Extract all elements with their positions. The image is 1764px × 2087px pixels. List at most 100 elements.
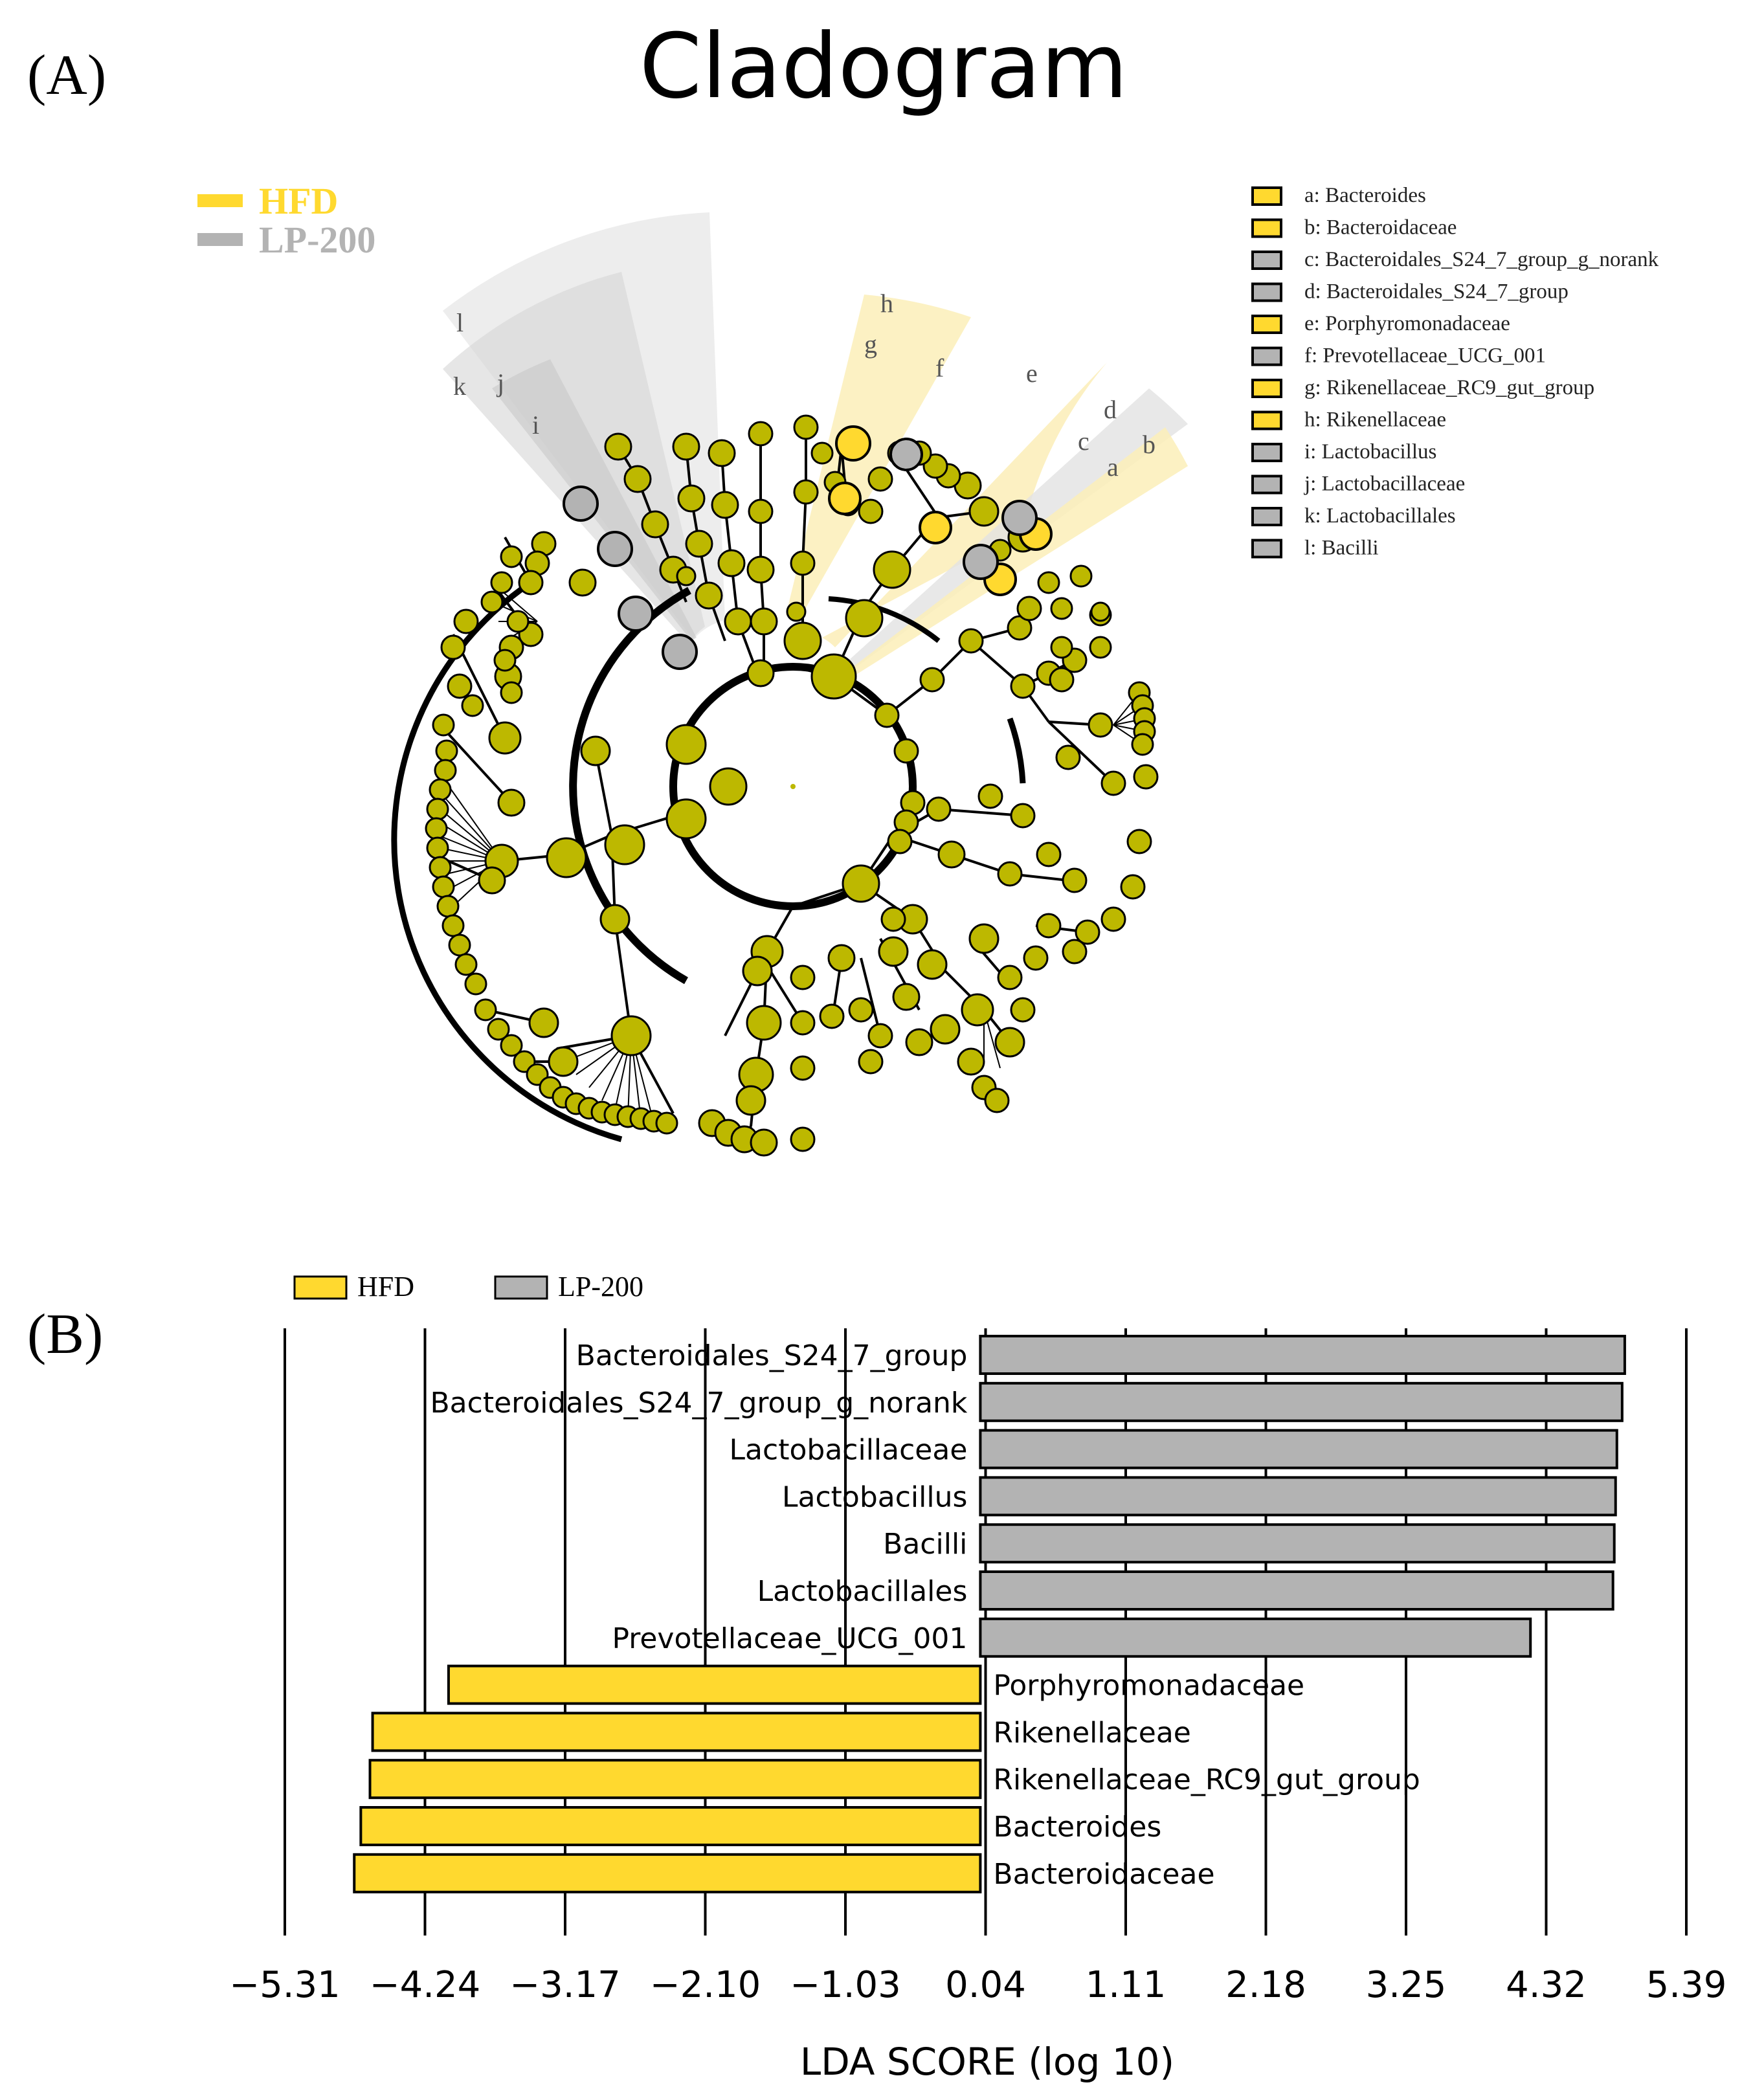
lda-bar	[979, 1570, 1614, 1611]
lda-bar	[979, 1617, 1532, 1658]
lda-bar-label: Lactobacillaceae	[730, 1434, 968, 1467]
svg-text:i: i	[532, 410, 539, 440]
node	[709, 767, 748, 806]
biomarker-legend-label: e: Porphyromonadaceae	[1304, 312, 1510, 335]
biomarker-legend-label: a: Bacteroides	[1304, 184, 1426, 207]
lda-x-tick-label: 3.25	[1366, 1964, 1447, 2006]
svg-text:c: c	[1078, 427, 1089, 456]
lda-bar-label: Bacteroidales_S24_7_group	[576, 1339, 968, 1372]
lda-bar	[979, 1523, 1616, 1564]
svg-text:e: e	[1026, 359, 1038, 388]
lda-bar	[979, 1335, 1626, 1375]
lda-bar	[359, 1806, 982, 1846]
panel-b: (B) HFD LP-200 Bacteroidales_S24_7_group…	[27, 1271, 1726, 2084]
svg-text:a: a	[1107, 452, 1119, 482]
biomarker-legend-label: j: Lactobacillaceae	[1304, 473, 1465, 496]
lda-bar-label: Bacteroides	[993, 1811, 1161, 1844]
lda-bar-label: Rikenellaceae_RC9_gut_group	[993, 1763, 1420, 1796]
legend-swatch-hfd	[197, 194, 243, 207]
biomarker-legend-swatch	[1251, 315, 1282, 334]
lda-x-tick-label: −3.17	[509, 1964, 621, 2006]
lda-legend: HFD LP-200	[293, 1271, 643, 1302]
lda-bar	[447, 1664, 982, 1705]
svg-text:g: g	[864, 329, 877, 359]
biomarker-legend-swatch	[1251, 218, 1282, 238]
svg-text:f: f	[935, 353, 944, 383]
biomarker-legend-label: d: Bacteroidales_S24_7_group	[1304, 280, 1569, 304]
biomarker-legend-label: i: Lactobacillus	[1304, 440, 1436, 463]
sector-h	[786, 295, 971, 620]
lda-bar-label: Lactobacillales	[757, 1575, 968, 1608]
biomarker-legend-label: f: Prevotellaceae_UCG_001	[1304, 344, 1546, 368]
lda-x-tick-label: 5.39	[1646, 1964, 1727, 2006]
lda-x-axis-label: LDA SCORE (log 10)	[800, 2040, 1174, 2084]
biomarker-legend-label: c: Bacteroidales_S24_7_group_g_norank	[1304, 248, 1659, 271]
lda-bar	[979, 1429, 1618, 1469]
cladogram-title: Cladogram	[640, 14, 1128, 118]
svg-text:d: d	[1104, 395, 1117, 424]
biomarker-legend-swatch	[1251, 443, 1282, 462]
panel-b-label: (B)	[27, 1303, 103, 1366]
legend-swatch-lp200	[197, 233, 243, 246]
lda-bar-labels: Bacteroidales_S24_7_group Bacteroidales_S…	[430, 1339, 1420, 1891]
sector-letters: l k j i h g f e d c b a	[453, 289, 1156, 482]
svg-text:j: j	[496, 368, 504, 397]
lda-x-tick-label: −4.24	[370, 1964, 481, 2006]
lda-x-tick-label: −1.03	[790, 1964, 901, 2006]
hfd-nodes	[828, 425, 1053, 596]
lda-bar-label: Rikenellaceae	[993, 1716, 1190, 1749]
biomarker-legend-swatch	[1251, 474, 1282, 495]
lda-bar-label: Bacilli	[883, 1528, 967, 1561]
svg-text:k: k	[453, 372, 466, 401]
lp200-nodes	[563, 438, 1038, 670]
sector-ab	[845, 427, 1188, 680]
lda-bar-label: Bacteroidaceae	[993, 1858, 1214, 1891]
biomarker-legend-label: k: Lactobacillales	[1304, 504, 1456, 528]
biomarker-legend-swatch	[1251, 539, 1282, 559]
biomarker-legend-swatch	[1251, 251, 1282, 270]
root-node	[790, 784, 796, 789]
lda-bar-label: Bacteroidales_S24_7_group_g_norank	[430, 1387, 968, 1420]
panel-a: (A) Cladogram HFD LP-200 a: Bacteroides b…	[27, 14, 1659, 1157]
biomarker-legend-swatch	[1251, 410, 1282, 430]
biomarker-legend-label: g: Rikenellaceae_RC9_gut_group	[1304, 376, 1594, 399]
lda-legend-label-hfd: HFD	[357, 1271, 414, 1302]
lda-x-tick-label: 4.32	[1506, 1964, 1587, 2006]
lda-legend-swatch-lp200	[494, 1275, 548, 1300]
lda-x-tick-label: 2.18	[1225, 1964, 1306, 2006]
lda-x-tick-label: −2.10	[650, 1964, 761, 2006]
lda-bar-label: Lactobacillus	[782, 1480, 967, 1513]
lda-bar-label: Porphyromonadaceae	[993, 1669, 1304, 1702]
legend-label-hfd: HFD	[259, 180, 338, 222]
lda-bar-label: Prevotellaceae_UCG_001	[612, 1622, 967, 1655]
svg-text:l: l	[456, 308, 463, 337]
cladogram: l k j i h g f e d c b a	[391, 212, 1188, 1157]
biomarker-legend-swatch	[1251, 186, 1282, 206]
biomarker-legend: a: Bacteroides b: Bacteroidaceae c: Bacter…	[1251, 184, 1659, 560]
lda-x-tick-label: 1.11	[1086, 1964, 1167, 2006]
biomarker-legend-swatch	[1251, 507, 1282, 526]
legend-label-lp200: LP-200	[259, 219, 375, 261]
biomarker-legend-label: b: Bacteroidaceae	[1304, 216, 1457, 240]
biomarker-legend-swatch	[1251, 379, 1282, 398]
lda-bar	[979, 1476, 1617, 1517]
lda-bar	[979, 1381, 1624, 1422]
biomarker-legend-label: h: Rikenellaceae	[1304, 408, 1446, 432]
group-legend: HFD LP-200	[197, 180, 375, 261]
biomarker-legend-label: l: Bacilli	[1304, 537, 1379, 560]
lda-x-tick-label: −5.31	[229, 1964, 341, 2006]
lda-bar	[368, 1759, 982, 1800]
lda-x-ticks: −5.31 −4.24 −3.17 −2.10 −1.03 0.04 1.11 2.18 3.2…	[229, 1964, 1726, 2006]
biomarker-legend-swatch	[1251, 282, 1282, 302]
svg-text:b: b	[1143, 430, 1156, 459]
svg-text:h: h	[880, 289, 893, 318]
lda-bars	[353, 1335, 1626, 1893]
lda-bar	[353, 1853, 982, 1893]
lda-x-tick-label: 0.04	[945, 1964, 1026, 2006]
panel-a-label: (A)	[27, 44, 106, 107]
lda-legend-label-lp200: LP-200	[558, 1271, 643, 1302]
lda-bar	[371, 1712, 982, 1752]
nodes	[425, 414, 1159, 1157]
lda-legend-swatch-hfd	[293, 1275, 348, 1300]
